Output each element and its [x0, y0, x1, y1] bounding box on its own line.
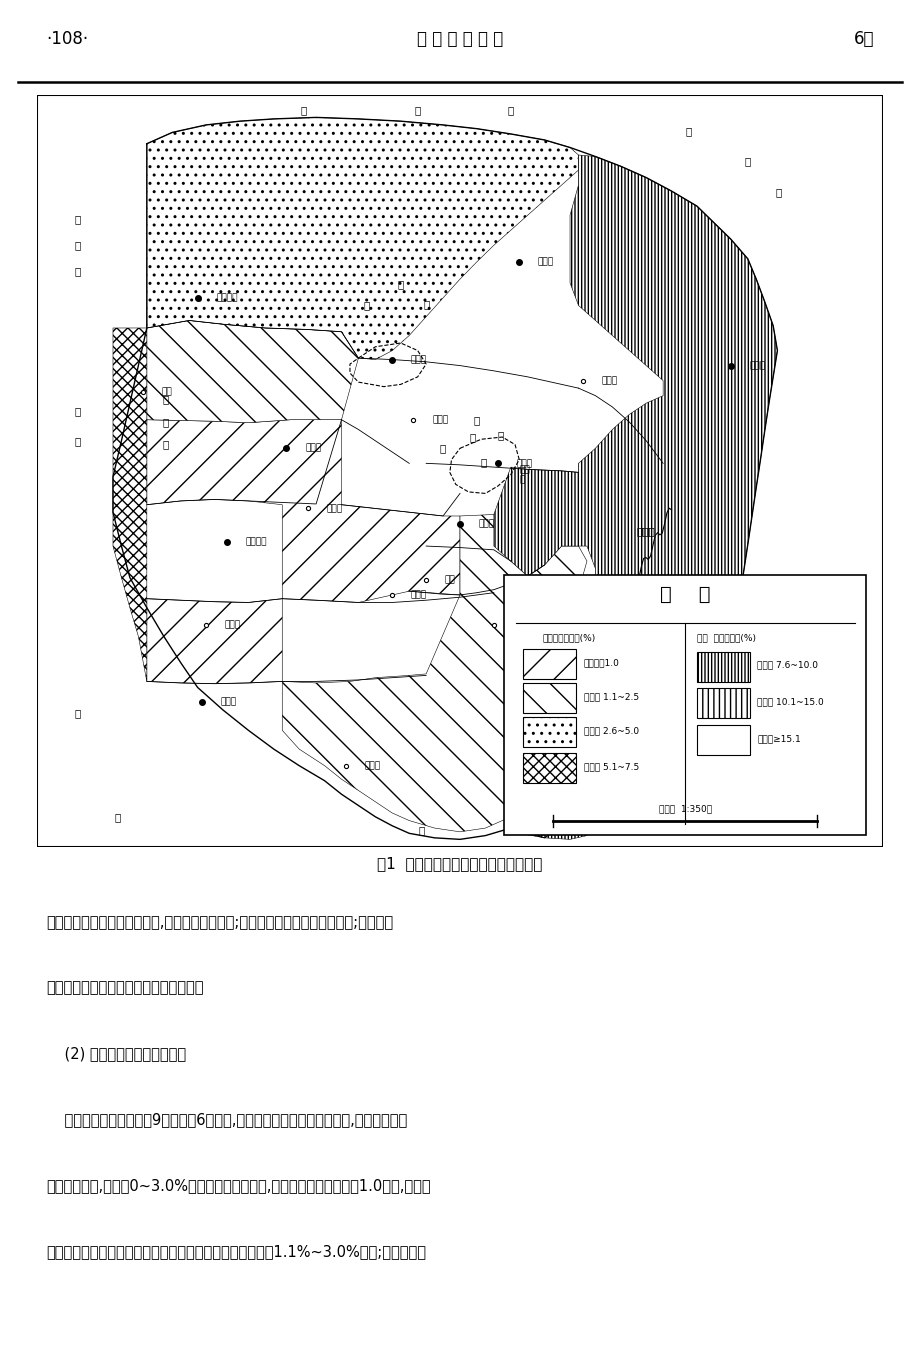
Text: 岚县: 岚县	[161, 388, 172, 397]
Text: 河: 河	[74, 709, 81, 718]
Text: 邢台市: 邢台市	[224, 621, 241, 630]
Text: 张家口市: 张家口市	[216, 294, 237, 302]
Text: 古: 古	[74, 267, 81, 276]
Text: 南: 南	[114, 812, 120, 821]
Text: 行: 行	[162, 417, 168, 427]
Text: 图    例: 图 例	[660, 585, 709, 604]
Text: 六级区 10.1~15.0: 六级区 10.1~15.0	[756, 698, 823, 706]
Text: 图1  河北省小麦风灾平均损失率分区图: 图1 河北省小麦风灾平均损失率分区图	[377, 856, 542, 871]
Text: 自 然 灾 害 学 报: 自 然 灾 害 学 报	[416, 30, 503, 47]
Text: 二级区 1.1~2.5: 二级区 1.1~2.5	[583, 692, 638, 701]
Text: 太: 太	[162, 394, 168, 404]
Text: 保定市: 保定市	[305, 444, 321, 453]
Text: 石家庄市: 石家庄市	[245, 538, 267, 547]
Text: 海兴: 海兴	[512, 621, 523, 630]
Text: 廊坊市: 廊坊市	[432, 415, 448, 424]
Text: 内: 内	[74, 214, 81, 224]
Bar	[523, 717, 575, 747]
Text: 省: 省	[775, 187, 780, 198]
Text: 五级区 7.6~10.0: 五级区 7.6~10.0	[756, 661, 817, 669]
Text: (2) 小麦淝灾损失率分布特征: (2) 小麦淝灾损失率分布特征	[46, 1046, 186, 1061]
Text: 宁: 宁	[743, 156, 750, 167]
Bar	[523, 683, 575, 713]
Text: 由于小麦生长季集中在9月下旬至6月下旬,这一时期正是全省的少雨季节,故全省小麦雨: 由于小麦生长季集中在9月下旬至6月下旬,这一时期正是全省的少雨季节,故全省小麦雨	[46, 1112, 407, 1127]
Text: 秦皇岛: 秦皇岛	[749, 360, 765, 370]
Text: 七级区≥15.1: 七级区≥15.1	[756, 734, 800, 743]
Text: 德州市: 德州市	[364, 762, 380, 770]
Text: 唐山市: 唐山市	[601, 377, 617, 385]
Text: 海河
市: 海河 市	[518, 465, 529, 484]
Text: 河: 河	[439, 443, 446, 454]
Text: 新: 新	[497, 430, 504, 440]
Bar	[523, 753, 575, 783]
Text: 山东麓为全省暴雨集中分布区,尤以燕山南麓最甚;滨海平原为暴雨次一级分布区;暴雨出现: 山东麓为全省暴雨集中分布区,尤以燕山南麓最甚;滨海平原为暴雨次一级分布区;暴雨出…	[46, 915, 392, 930]
Polygon shape	[147, 420, 460, 684]
Text: 河: 河	[480, 457, 486, 467]
Text: 区: 区	[507, 104, 514, 115]
Text: 承德市: 承德市	[538, 257, 553, 267]
Text: 治: 治	[414, 104, 420, 115]
Text: 衡水市: 衡水市	[411, 591, 426, 599]
Text: 6卷: 6卷	[853, 30, 873, 47]
Text: 大: 大	[473, 415, 480, 424]
Text: 区域  损失率指标(%): 区域 损失率指标(%)	[696, 634, 754, 642]
Text: 西: 西	[74, 405, 81, 416]
Polygon shape	[147, 321, 358, 423]
Text: 自: 自	[300, 104, 306, 115]
Text: 清: 清	[469, 432, 475, 442]
Text: 山: 山	[162, 439, 168, 450]
Text: 渤海湾: 渤海湾	[636, 526, 655, 537]
Text: 东: 东	[537, 825, 543, 835]
Text: 蒙: 蒙	[74, 240, 81, 251]
Text: 秦皇岛经深县至馆陶一线的河北省东部少数小区域损失率在1.1%~3.0%之间;从燕山山地: 秦皇岛经深县至馆陶一线的河北省东部少数小区域损失率在1.1%~3.0%之间;从燕…	[46, 1244, 425, 1259]
Polygon shape	[494, 154, 777, 839]
Text: 沧州市: 沧州市	[478, 519, 494, 528]
Text: 山: 山	[418, 825, 425, 835]
Text: 山: 山	[74, 436, 81, 446]
Text: 一级区＜1.0: 一级区＜1.0	[583, 659, 618, 667]
Text: 北: 北	[363, 301, 369, 310]
Text: ·108·: ·108·	[46, 30, 88, 47]
Text: 比例尺  1:350万: 比例尺 1:350万	[658, 805, 711, 813]
Polygon shape	[282, 515, 586, 832]
Text: 辽: 辽	[685, 126, 691, 136]
Bar	[696, 688, 749, 718]
Polygon shape	[113, 328, 147, 682]
Text: 沧县: 沧县	[444, 576, 455, 584]
Text: 四级区 5.1~7.5: 四级区 5.1~7.5	[583, 763, 638, 771]
Text: 天津市: 天津市	[516, 459, 532, 467]
Text: 邯郸市: 邯郸市	[221, 698, 236, 706]
Text: 区域损失率指标(%): 区域损失率指标(%)	[541, 634, 595, 642]
Text: 定州市: 定州市	[326, 504, 342, 514]
Bar	[523, 649, 575, 679]
Text: 燕: 燕	[397, 279, 403, 290]
Text: 北京市: 北京市	[411, 355, 426, 364]
Text: 三级区 2.6~5.0: 三级区 2.6~5.0	[583, 726, 638, 734]
Text: 最少区域是坝上高原和冀西北间山盆地。: 最少区域是坝上高原和冀西北间山盆地。	[46, 981, 203, 996]
Bar	[696, 652, 749, 682]
Text: 山: 山	[423, 299, 429, 309]
Text: 淝损失率较低,变化在0~3.0%之间。在空间分布上,全省绝大部分县市均在1.0以下,只有从: 淝损失率较低,变化在0~3.0%之间。在空间分布上,全省绝大部分县市均在1.0以…	[46, 1177, 430, 1192]
Bar	[696, 725, 749, 755]
Polygon shape	[147, 118, 578, 359]
